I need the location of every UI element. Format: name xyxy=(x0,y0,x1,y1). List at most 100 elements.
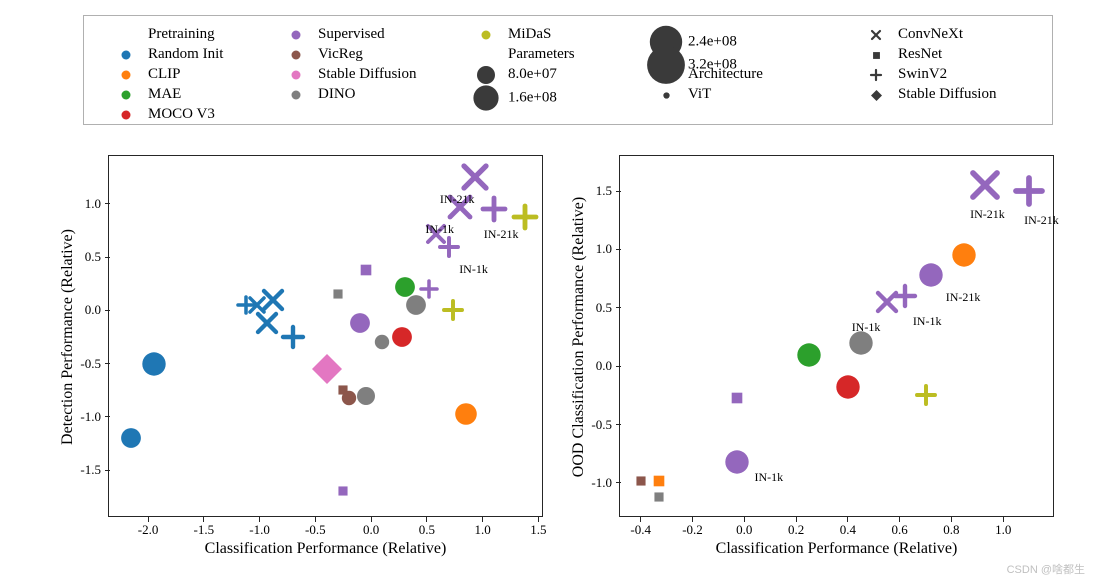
legend-label: MiDaS xyxy=(508,26,551,42)
legend-entry: Stable Diffusion xyxy=(854,84,996,104)
data-point xyxy=(635,475,647,487)
x-tick-label: -1.5 xyxy=(194,522,215,538)
data-point xyxy=(895,286,915,306)
legend-marker xyxy=(274,25,318,45)
data-point xyxy=(349,312,371,334)
x-axis-label: Classification Performance (Relative) xyxy=(620,540,1053,558)
data-point xyxy=(463,165,487,189)
legend-marker xyxy=(104,45,148,65)
legend-entry: Random Init xyxy=(104,44,223,64)
legend-label: ConvNeXt xyxy=(898,26,963,42)
data-point xyxy=(796,342,822,368)
legend-column: ConvNeXt ResNet SwinV2 Stable Diffusion xyxy=(854,24,996,104)
data-point xyxy=(332,288,344,300)
legend-label: SwinV2 xyxy=(898,66,947,82)
data-point xyxy=(120,427,142,449)
legend-marker xyxy=(464,25,508,45)
x-tick-label: -0.4 xyxy=(630,522,651,538)
legend-entry: 2.4e+08 xyxy=(644,24,763,44)
data-point xyxy=(141,351,167,377)
legend-label: MAE xyxy=(148,86,181,102)
y-axis-label: OOD Classification Performance (Relative… xyxy=(570,156,588,518)
x-tick-label: 0.0 xyxy=(736,522,752,538)
legend-marker xyxy=(104,105,148,125)
data-point xyxy=(444,301,462,319)
x-tick-label: 0.0 xyxy=(363,522,379,538)
point-annotation: IN-21k xyxy=(1024,213,1059,228)
y-tick-label: -0.5 xyxy=(591,417,612,433)
legend-label: 1.6e+08 xyxy=(508,89,557,105)
legend-marker xyxy=(104,65,148,85)
legend-label: CLIP xyxy=(148,66,181,82)
legend-label: Stable Diffusion xyxy=(898,86,996,102)
legend-label: Random Init xyxy=(148,46,223,62)
data-point xyxy=(653,491,665,503)
legend-label: Architecture xyxy=(688,66,763,82)
point-annotation: IN-1k xyxy=(755,470,784,485)
data-point xyxy=(730,391,744,405)
legend-entry: Supervised xyxy=(274,24,416,44)
x-tick-label: 1.0 xyxy=(475,522,491,538)
legend-label: Parameters xyxy=(508,46,575,62)
data-point xyxy=(1016,178,1042,204)
legend-label: ResNet xyxy=(898,46,942,62)
legend-label: DINO xyxy=(318,86,356,102)
legend-entry: DINO xyxy=(274,84,416,104)
watermark-text: CSDN @啥都生 xyxy=(1007,561,1085,577)
x-tick-label: 0.4 xyxy=(840,522,856,538)
y-tick-label: 0.0 xyxy=(85,302,101,318)
x-tick-label: 0.6 xyxy=(892,522,908,538)
legend-marker xyxy=(274,65,318,85)
legend-entry: Pretraining xyxy=(104,24,223,44)
legend-entry: Architecture xyxy=(644,64,763,84)
data-point xyxy=(917,386,935,404)
legend-marker xyxy=(644,85,688,105)
data-point xyxy=(454,402,478,426)
legend-marker xyxy=(274,45,318,65)
y-tick-label: 0.5 xyxy=(596,300,612,316)
data-point xyxy=(972,172,998,198)
data-point xyxy=(951,242,977,268)
point-annotation: IN-1k xyxy=(852,320,881,335)
legend-entry: MiDaS xyxy=(464,24,575,44)
y-tick-label: 1.0 xyxy=(596,241,612,257)
data-point xyxy=(652,474,666,488)
legend-label: MOCO V3 xyxy=(148,106,215,122)
point-annotation: IN-21k xyxy=(946,290,981,305)
legend-label: Stable Diffusion xyxy=(318,66,416,82)
legend-entry: 8.0e+07 xyxy=(464,64,575,84)
left-plot: Classification Performance (Relative)Det… xyxy=(108,155,543,517)
legend-column: Supervised VicReg Stable Diffusion DINO xyxy=(274,24,416,104)
data-point xyxy=(341,390,357,406)
x-tick-label: -1.0 xyxy=(249,522,270,538)
data-point xyxy=(257,313,277,333)
legend-entry: 1.6e+08 xyxy=(464,84,575,104)
legend-entry: ResNet xyxy=(854,44,996,64)
legend-entry: MOCO V3 xyxy=(104,104,223,124)
y-tick-label: -0.5 xyxy=(80,356,101,372)
point-annotation: IN-21k xyxy=(970,207,1005,222)
legend-marker xyxy=(464,64,508,85)
legend-entry: ViT xyxy=(644,84,763,104)
legend-entry: SwinV2 xyxy=(854,64,996,84)
legend-marker xyxy=(464,84,508,112)
data-point xyxy=(359,263,373,277)
legend-marker xyxy=(854,65,898,85)
y-tick-label: -1.0 xyxy=(591,475,612,491)
data-point xyxy=(724,449,750,475)
point-annotation: IN-21k xyxy=(440,192,475,207)
legend-label: Supervised xyxy=(318,26,385,42)
x-tick-label: 0.2 xyxy=(788,522,804,538)
legend-entry: MAE xyxy=(104,84,223,104)
legend-entry: VicReg xyxy=(274,44,416,64)
legend-column: Pretraining Random Init CLIP MAE MOCO V3 xyxy=(104,24,223,124)
data-point xyxy=(421,281,437,297)
legend-column: 2.4e+083.2e+08ArchitectureViT xyxy=(644,24,763,104)
data-point xyxy=(283,327,303,347)
data-point xyxy=(337,485,349,497)
data-point xyxy=(440,238,458,256)
legend-marker xyxy=(854,25,898,45)
legend-label: VicReg xyxy=(318,46,363,62)
point-annotation: IN-1k xyxy=(913,314,942,329)
point-annotation: IN-21k xyxy=(484,227,519,242)
